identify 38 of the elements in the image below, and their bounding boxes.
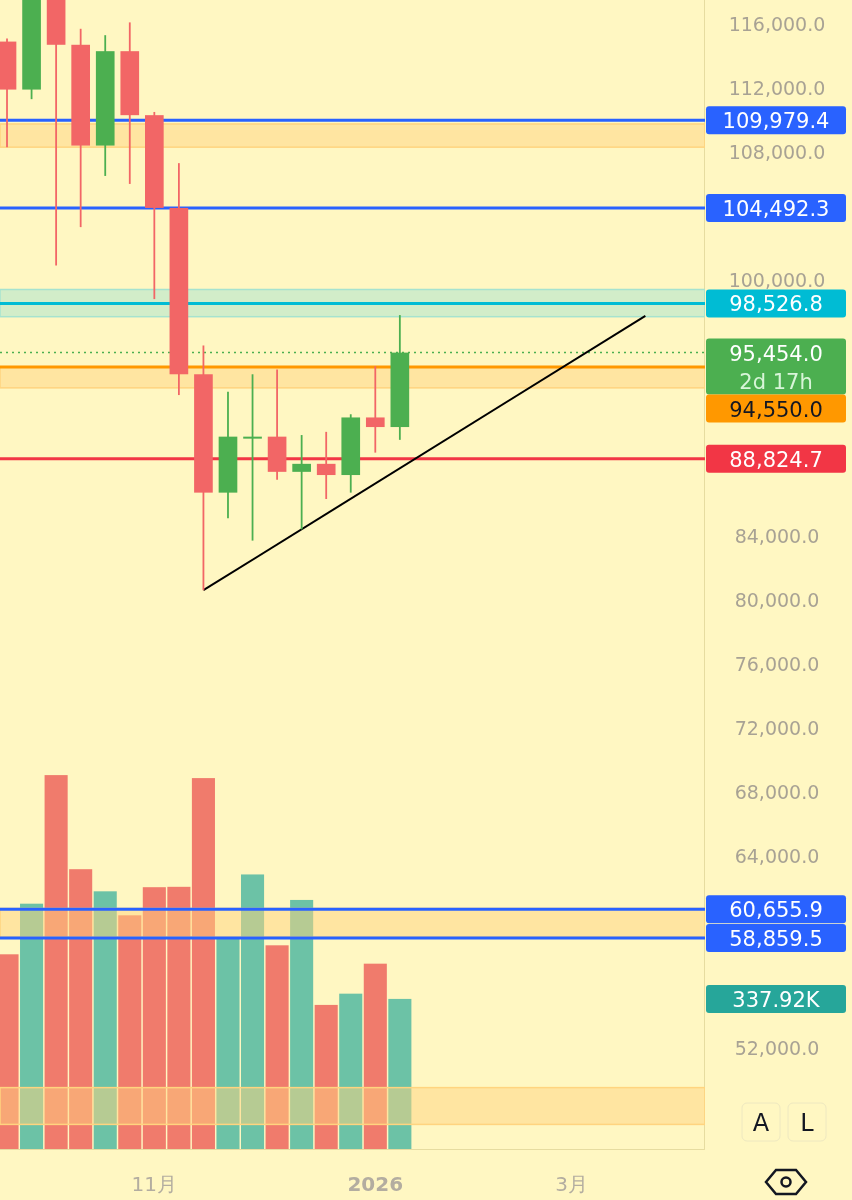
- x-tick-label: 3月: [555, 1172, 589, 1196]
- x-tick-label: 11月: [131, 1172, 178, 1196]
- candlestick: [243, 373, 262, 542]
- bar: [93, 891, 117, 1150]
- bar: [339, 993, 363, 1150]
- ref-line-label: 98,526.8: [729, 292, 823, 317]
- y-tick-label: 100,000.0: [728, 268, 826, 291]
- candlestick: [316, 430, 336, 500]
- y-tick-label: 64,000.0: [734, 844, 820, 867]
- y-tick-label: 72,000.0: [734, 716, 820, 739]
- bar: [314, 1004, 338, 1150]
- candlestick: [365, 365, 385, 454]
- bar: [363, 963, 387, 1150]
- x-tick-label: 2026: [347, 1172, 404, 1196]
- bar: [290, 899, 314, 1150]
- y-tick-label: 52,000.0: [734, 1036, 820, 1059]
- bar: [118, 915, 142, 1150]
- y-tick-label: 80,000.0: [734, 588, 820, 611]
- text: A: [752, 1109, 770, 1137]
- ref-line-label: 60,655.9: [729, 898, 823, 923]
- ref-line-label: 88,824.7: [729, 447, 823, 472]
- bar: [388, 998, 412, 1150]
- ref-line-label: 58,859.5: [729, 926, 823, 951]
- text: L: [800, 1109, 815, 1137]
- y-tick-label: 112,000.0: [728, 76, 826, 99]
- y-tick-label: 76,000.0: [734, 652, 820, 675]
- bar: [265, 945, 289, 1150]
- ref-line-label: 104,492.3: [722, 197, 830, 222]
- ref-line-label: 94,550.0: [729, 397, 823, 422]
- ref-line-label: 109,979.4: [722, 109, 830, 134]
- ref-line-label: 95,454.0 2d 17h: [729, 341, 823, 394]
- candlestick: [292, 434, 311, 531]
- text: 337.92K: [732, 987, 821, 1012]
- y-tick-label: 84,000.0: [734, 524, 820, 547]
- bar: [191, 778, 215, 1150]
- y-tick-label: 68,000.0: [734, 780, 820, 803]
- y-tick-label: 116,000.0: [728, 12, 826, 35]
- y-tick-label: 108,000.0: [728, 140, 826, 163]
